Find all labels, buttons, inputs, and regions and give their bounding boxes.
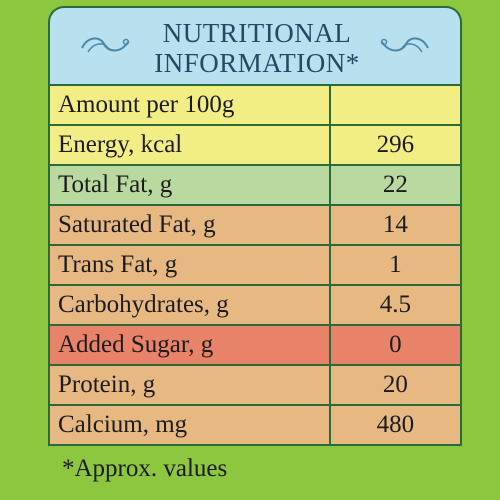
swirl-ornament-icon [81,37,130,53]
nutrient-value: 0 [328,324,463,366]
table-row: Energy, kcal 296 [48,124,463,166]
footnote-approx-values: *Approx. values [62,455,228,482]
nutrient-label: Saturated Fat, g [48,204,331,246]
header-title-line1: NUTRITIONAL [162,18,352,48]
nutrient-value: 22 [328,164,463,206]
nutrient-value [328,84,463,126]
table-row: Total Fat, g 22 [48,164,463,206]
table-row: Calcium, mg 480 [48,404,463,446]
table-row: Amount per 100g [48,84,463,126]
swirl-ornament-icon [380,37,429,53]
nutrient-value: 1 [328,244,463,286]
nutrient-label: Carbohydrates, g [48,284,331,326]
nutrient-label: Protein, g [48,364,331,406]
table-row: Carbohydrates, g 4.5 [48,284,463,326]
header-title-line2: INFORMATION* [154,48,360,78]
nutrient-value: 14 [328,204,463,246]
nutrient-label: Calcium, mg [48,404,331,446]
nutrient-value: 480 [328,404,463,446]
table-row: Added Sugar, g 0 [48,324,463,366]
nutrient-label: Added Sugar, g [48,324,331,366]
table-row: Saturated Fat, g 14 [48,204,463,246]
nutrient-label: Total Fat, g [48,164,331,206]
nutrient-value: 4.5 [328,284,463,326]
nutrient-label: Trans Fat, g [48,244,331,286]
table-row: Trans Fat, g 1 [48,244,463,286]
nutrient-value: 296 [328,124,463,166]
nutrition-header: NUTRITIONAL INFORMATION* [48,6,462,84]
nutrient-label: Energy, kcal [48,124,331,166]
nutrition-table: Amount per 100g Energy, kcal 296 Total F… [48,84,463,446]
table-row: Protein, g 20 [48,364,463,406]
nutrient-value: 20 [328,364,463,406]
nutrient-label: Amount per 100g [48,84,331,126]
